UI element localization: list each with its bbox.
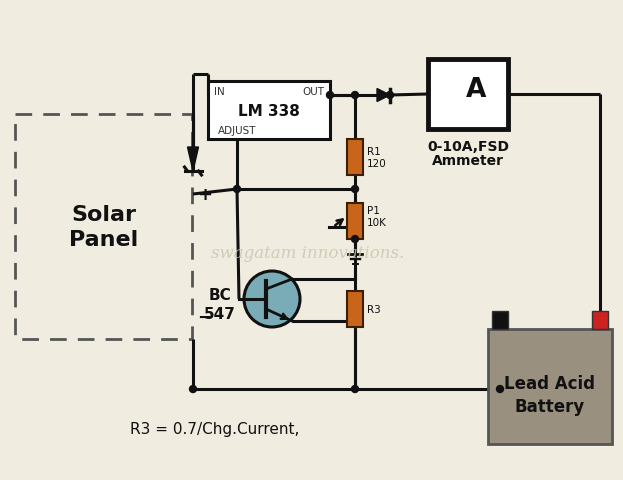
Text: −: −	[197, 308, 212, 326]
Circle shape	[351, 236, 358, 243]
Text: BC
547: BC 547	[204, 288, 236, 321]
Text: +: +	[197, 186, 212, 204]
Polygon shape	[188, 148, 199, 172]
Bar	[592, 312, 608, 329]
Text: R1
120: R1 120	[367, 147, 387, 168]
Circle shape	[326, 92, 333, 99]
Circle shape	[351, 386, 358, 393]
Bar	[488, 329, 612, 444]
Text: R3 = 0.7/Chg.Current,: R3 = 0.7/Chg.Current,	[130, 421, 300, 437]
Polygon shape	[377, 89, 390, 102]
Text: ADJUST: ADJUST	[218, 126, 257, 136]
Circle shape	[351, 92, 358, 99]
Text: Solar
Panel: Solar Panel	[69, 204, 138, 250]
Text: 0-10A,FSD: 0-10A,FSD	[427, 140, 509, 154]
Bar	[347, 140, 363, 176]
Bar	[428, 60, 508, 130]
Text: LM 338: LM 338	[238, 103, 300, 118]
Circle shape	[189, 386, 196, 393]
Circle shape	[244, 271, 300, 327]
Circle shape	[234, 186, 240, 193]
Text: IN: IN	[214, 87, 225, 97]
Bar	[347, 291, 363, 327]
Text: A: A	[466, 77, 486, 103]
Text: swagatam innovations.: swagatam innovations.	[211, 244, 404, 261]
Circle shape	[497, 386, 503, 393]
Text: P1
10K: P1 10K	[367, 206, 387, 228]
Text: OUT: OUT	[302, 87, 324, 97]
Bar	[208, 82, 330, 140]
Bar	[492, 312, 508, 329]
Bar	[347, 204, 363, 240]
Bar	[15, 115, 192, 339]
Circle shape	[351, 186, 358, 193]
Text: R3: R3	[367, 304, 381, 314]
Text: Lead Acid
Battery: Lead Acid Battery	[505, 374, 596, 415]
Text: Ammeter: Ammeter	[432, 154, 504, 168]
Circle shape	[386, 92, 394, 99]
